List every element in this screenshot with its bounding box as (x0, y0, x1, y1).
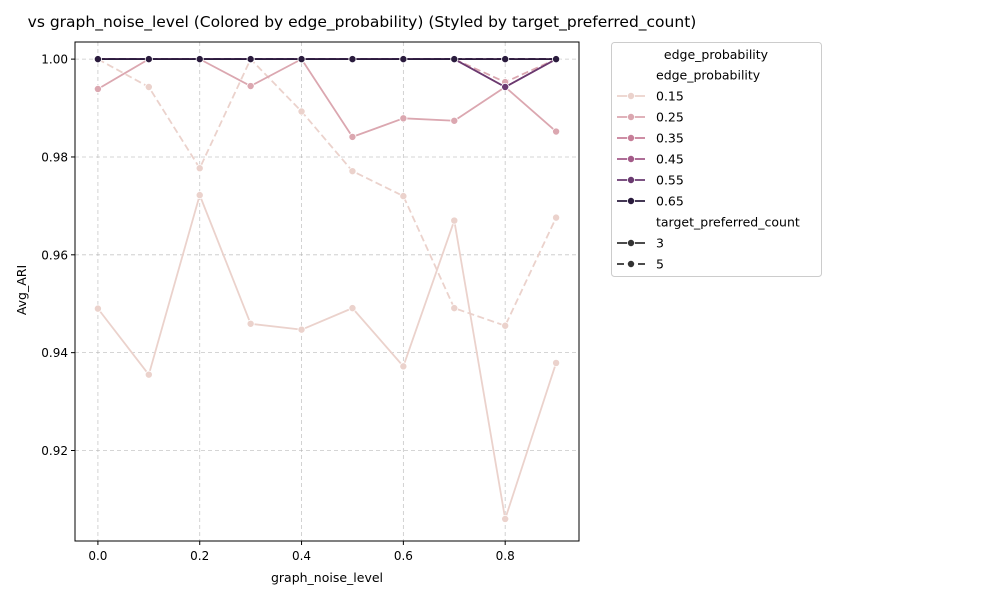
legend-marker-swatch (627, 154, 636, 163)
data-point (297, 325, 306, 334)
data-point (450, 116, 459, 125)
legend-item-label: 0.35 (656, 131, 684, 146)
data-point (195, 164, 204, 173)
data-point (144, 55, 153, 64)
axes-frame (74, 41, 580, 542)
x-tick-label: 0.2 (190, 549, 209, 563)
data-point (399, 55, 408, 64)
x-tick-label: 0.8 (496, 549, 515, 563)
legend-item-label: 0.45 (656, 152, 684, 167)
legend-marker-swatch (627, 92, 636, 101)
plot-area: 0.0 0.2 0.4 0.6 0.8 0.92 0.94 0.96 0.98 1.00 (41, 41, 580, 563)
y-tick-label: 0.94 (41, 346, 68, 360)
data-point (348, 132, 357, 141)
legend-title: edge_probability (664, 47, 769, 62)
legend-item: 3 (617, 236, 664, 251)
y-tick-label: 0.92 (41, 444, 68, 458)
data-point (399, 192, 408, 201)
data-point (501, 321, 510, 330)
data-point (246, 82, 255, 91)
legend-item: 0.15 (617, 89, 684, 104)
x-tick-label: 0.0 (88, 549, 107, 563)
data-point (93, 304, 102, 313)
legend-item: 0.55 (617, 173, 684, 188)
chart-title: vs graph_noise_level (Colored by edge_pr… (28, 13, 697, 32)
data-point (399, 114, 408, 123)
legend-marker-swatch (627, 133, 636, 142)
data-point (93, 55, 102, 64)
data-point (552, 213, 561, 222)
data-point (195, 191, 204, 200)
data-point (552, 55, 561, 64)
legend-item-label: 0.25 (656, 110, 684, 125)
legend-item-label: 0.65 (656, 194, 684, 209)
series-0.15-3 (93, 191, 561, 523)
data-point (399, 362, 408, 371)
series-0.65-5 (93, 55, 561, 64)
legend-item-label: 3 (656, 236, 664, 251)
data-point (246, 55, 255, 64)
data-point (297, 55, 306, 64)
data-point (450, 55, 459, 64)
grid (75, 42, 579, 541)
legend-item: 0.35 (617, 131, 684, 146)
data-point (450, 216, 459, 225)
data-point (501, 514, 510, 523)
series-line (97, 58, 557, 327)
legend-marker-swatch (627, 259, 636, 268)
legend-marker-swatch (627, 196, 636, 205)
legend-marker-swatch (627, 175, 636, 184)
data-point (348, 304, 357, 313)
legend-item: 0.65 (617, 194, 684, 209)
legend-hue-header: edge_probability (656, 68, 761, 83)
data-point (450, 304, 459, 313)
y-tick-label: 1.00 (41, 53, 68, 67)
y-tick-label: 0.98 (41, 150, 68, 164)
data-point (501, 83, 510, 92)
legend-item: 5 (617, 257, 664, 272)
legend-item-label: 0.55 (656, 173, 684, 188)
y-axis-label: Avg_ARI (14, 265, 29, 315)
data-point (195, 55, 204, 64)
legend-marker-swatch (627, 238, 636, 247)
legend-item-label: 0.15 (656, 89, 684, 104)
data-point (246, 319, 255, 328)
x-tick-label: 0.6 (394, 549, 413, 563)
axes: 0.0 0.2 0.4 0.6 0.8 0.92 0.94 0.96 0.98 1.00 (41, 41, 580, 563)
data-point (348, 167, 357, 176)
series-layer (93, 55, 561, 523)
data-point (552, 127, 561, 136)
legend: edge_probability edge_probability 0.15 0.2… (611, 42, 822, 277)
data-point (552, 358, 561, 367)
series-line (97, 194, 557, 520)
data-point (348, 55, 357, 64)
legend-style-header: target_preferred_count (656, 215, 800, 230)
x-tick-label: 0.4 (292, 549, 311, 563)
data-point (501, 55, 510, 64)
legend-entries: edge_probability 0.15 0.25 0.35 0.45 0.55 0.65… (617, 68, 800, 272)
data-point (297, 107, 306, 116)
x-axis-label: graph_noise_level (271, 570, 383, 585)
legend-item: 0.25 (617, 110, 684, 125)
legend-item: 0.45 (617, 152, 684, 167)
legend-frame (611, 42, 822, 277)
data-point (144, 370, 153, 379)
y-tick-label: 0.96 (41, 248, 68, 262)
data-point (144, 83, 153, 92)
legend-marker-swatch (627, 113, 636, 122)
data-point (93, 84, 102, 93)
legend-item-label: 5 (656, 257, 664, 272)
